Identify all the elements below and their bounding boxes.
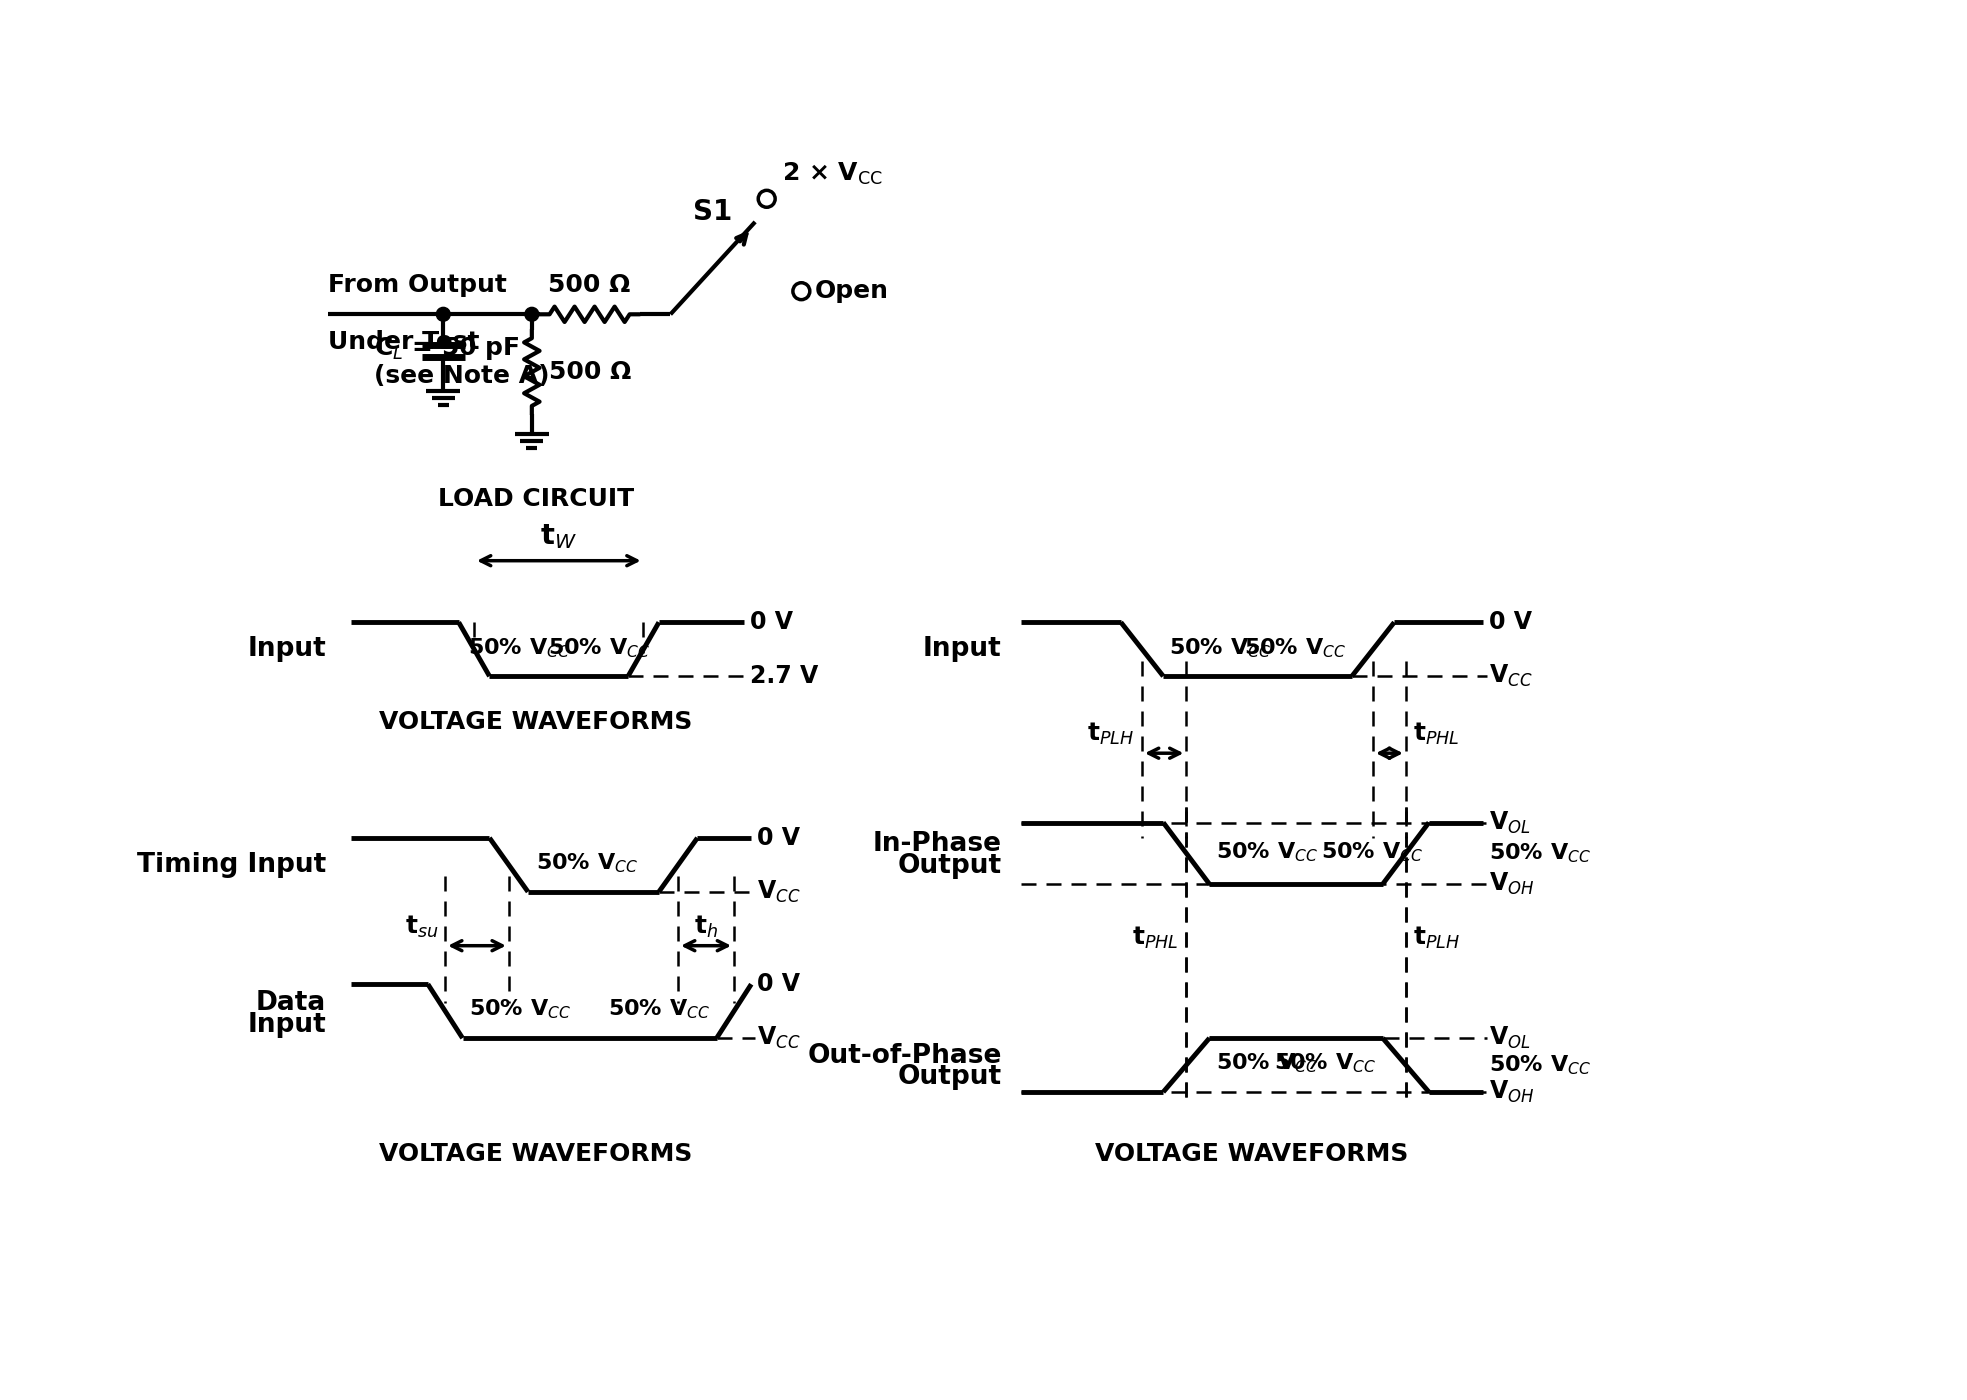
Circle shape	[757, 190, 775, 207]
Text: Timing Input: Timing Input	[138, 851, 327, 878]
Text: Data: Data	[256, 990, 327, 1016]
Text: C$_L$ = 50 pF: C$_L$ = 50 pF	[374, 336, 519, 363]
Circle shape	[793, 283, 810, 300]
Text: t$_{PHL}$: t$_{PHL}$	[1133, 925, 1178, 951]
Text: t$_{su}$: t$_{su}$	[405, 913, 439, 939]
Text: 500 Ω: 500 Ω	[549, 273, 631, 297]
Text: t$_{PHL}$: t$_{PHL}$	[1414, 721, 1460, 748]
Text: V$_{CC}$: V$_{CC}$	[757, 1025, 801, 1051]
Text: V$_{OL}$: V$_{OL}$	[1489, 809, 1530, 836]
Text: 50% V$_{CC}$: 50% V$_{CC}$	[1275, 1051, 1377, 1075]
Circle shape	[525, 308, 539, 321]
Text: Output: Output	[897, 1064, 1001, 1091]
Text: 50% V$_{CC}$: 50% V$_{CC}$	[608, 998, 710, 1022]
Text: V$_{OH}$: V$_{OH}$	[1489, 1079, 1534, 1105]
Text: VOLTAGE WAVEFORMS: VOLTAGE WAVEFORMS	[1096, 1141, 1408, 1166]
Text: 50% V$_{CC}$: 50% V$_{CC}$	[1243, 636, 1345, 659]
Text: VOLTAGE WAVEFORMS: VOLTAGE WAVEFORMS	[380, 1141, 692, 1166]
Text: 0 V: 0 V	[1489, 610, 1532, 634]
Text: VOLTAGE WAVEFORMS: VOLTAGE WAVEFORMS	[380, 710, 692, 735]
Text: 50% V$_{CC}$: 50% V$_{CC}$	[468, 998, 570, 1022]
Text: 50% V$_{CC}$: 50% V$_{CC}$	[1216, 1051, 1318, 1075]
Text: Under Test: Under Test	[328, 330, 480, 354]
Text: Input: Input	[248, 636, 327, 662]
Text: t$_W$: t$_W$	[541, 522, 576, 552]
Text: Input: Input	[248, 1012, 327, 1037]
Text: 50% V$_{CC}$: 50% V$_{CC}$	[468, 636, 570, 659]
Text: V$_{OL}$: V$_{OL}$	[1489, 1025, 1530, 1051]
Text: V$_{CC}$: V$_{CC}$	[1489, 664, 1532, 689]
Text: In-Phase: In-Phase	[873, 832, 1001, 857]
Text: t$_h$: t$_h$	[694, 913, 718, 939]
Text: 50% V$_{CC}$: 50% V$_{CC}$	[1170, 636, 1271, 659]
Text: 2 × V$_{\mathsf{CC}}$: 2 × V$_{\mathsf{CC}}$	[783, 161, 883, 188]
Text: 50% V$_{CC}$: 50% V$_{CC}$	[535, 851, 637, 875]
Text: 0 V: 0 V	[757, 826, 801, 850]
Text: 500 Ω: 500 Ω	[549, 360, 631, 384]
Text: 2.7 V: 2.7 V	[749, 664, 818, 689]
Text: 50% V$_{CC}$: 50% V$_{CC}$	[1489, 1053, 1591, 1077]
Text: 50% V$_{CC}$: 50% V$_{CC}$	[1489, 841, 1591, 865]
Text: V$_{CC}$: V$_{CC}$	[757, 879, 801, 904]
Circle shape	[437, 308, 450, 321]
Text: From Output: From Output	[328, 273, 507, 297]
Text: V$_{OH}$: V$_{OH}$	[1489, 871, 1534, 897]
Text: 0 V: 0 V	[757, 972, 801, 997]
Text: LOAD CIRCUIT: LOAD CIRCUIT	[437, 487, 633, 511]
Text: 50% V$_{CC}$: 50% V$_{CC}$	[1320, 840, 1422, 864]
Text: Output: Output	[897, 853, 1001, 879]
Text: Out-of-Phase: Out-of-Phase	[806, 1043, 1001, 1068]
Text: 50% V$_{CC}$: 50% V$_{CC}$	[1216, 840, 1318, 864]
Text: (see Note A): (see Note A)	[374, 364, 549, 388]
Text: 50% V$_{CC}$: 50% V$_{CC}$	[547, 636, 649, 659]
Text: t$_{PLH}$: t$_{PLH}$	[1414, 925, 1461, 951]
Text: t$_{PLH}$: t$_{PLH}$	[1088, 721, 1135, 748]
Text: 0 V: 0 V	[749, 610, 793, 634]
Text: Input: Input	[923, 636, 1001, 662]
Text: S1: S1	[692, 197, 732, 225]
Text: Open: Open	[814, 279, 889, 304]
